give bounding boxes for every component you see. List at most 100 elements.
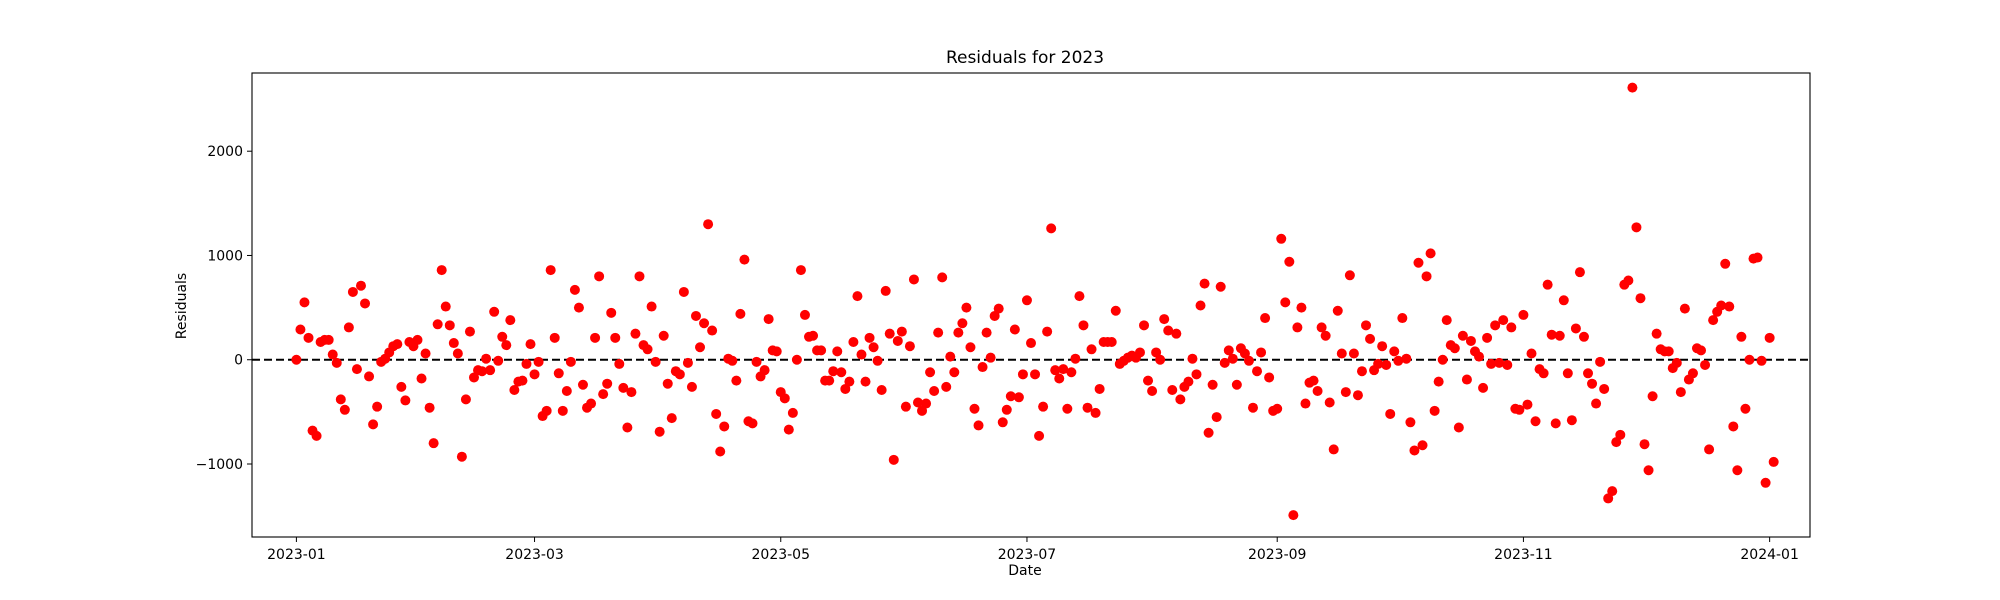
data-point [1421, 271, 1432, 282]
x-axis-ticks: 2023-01 2023-03 2023-05 2023-07 2023-09 2023-… [267, 537, 1799, 563]
data-point [1207, 379, 1218, 390]
data-point [525, 339, 536, 350]
data-point [456, 451, 467, 462]
x-tick-label: 2023-01 [267, 547, 326, 563]
data-point [1195, 300, 1206, 311]
data-point [1243, 355, 1254, 366]
data-point [501, 340, 512, 351]
data-point [1264, 372, 1275, 383]
plot-area-frame [251, 72, 1811, 538]
data-point [707, 325, 718, 336]
data-point [594, 271, 605, 282]
data-point [1215, 281, 1226, 292]
data-point [650, 356, 661, 367]
data-point [1361, 320, 1372, 331]
data-point [1223, 345, 1234, 356]
data-point [392, 339, 403, 350]
data-point [339, 404, 350, 415]
data-point [561, 386, 572, 397]
data-point [747, 418, 758, 429]
data-point [428, 438, 439, 449]
data-point [1070, 353, 1081, 364]
data-point [1175, 394, 1186, 405]
data-point [1417, 440, 1428, 451]
data-point [299, 297, 310, 308]
data-point [1530, 416, 1541, 427]
data-point [1578, 331, 1589, 342]
data-point [973, 420, 984, 431]
data-point [311, 430, 322, 441]
data-point [448, 338, 459, 349]
x-tick-label: 2023-09 [1248, 547, 1307, 563]
data-point [840, 383, 851, 394]
data-point [1171, 328, 1182, 339]
data-point [1058, 364, 1069, 375]
data-point [735, 308, 746, 319]
data-point [440, 301, 451, 312]
data-point [485, 365, 496, 376]
data-point [1437, 354, 1448, 365]
x-tick-label: 2024-01 [1740, 547, 1799, 563]
data-point [1397, 313, 1408, 324]
data-point [1562, 368, 1573, 379]
data-point [1635, 293, 1646, 304]
data-point [606, 307, 617, 318]
data-point [1409, 445, 1420, 456]
data-point [505, 315, 516, 326]
data-point [642, 344, 653, 355]
data-point [666, 413, 677, 424]
data-point [945, 351, 956, 362]
data-point [662, 378, 673, 389]
data-point [1708, 315, 1719, 326]
data-point [1288, 510, 1299, 521]
data-point [1167, 384, 1178, 395]
data-point [1377, 341, 1388, 352]
data-point [1001, 404, 1012, 415]
data-point [351, 364, 362, 375]
data-point [1203, 427, 1214, 438]
data-point [291, 354, 302, 365]
data-point [368, 419, 379, 430]
data-point [727, 355, 738, 366]
data-point [432, 319, 443, 330]
data-point [509, 384, 520, 395]
y-tick-label: 2000 [207, 144, 243, 160]
data-point [654, 426, 665, 437]
data-point [1768, 456, 1779, 467]
data-point [808, 330, 819, 341]
data-point [622, 422, 633, 433]
data-point [1260, 313, 1271, 324]
data-point [1486, 358, 1497, 369]
data-point [1429, 405, 1440, 416]
data-point [896, 326, 907, 337]
data-point [1611, 437, 1622, 448]
data-point [1143, 375, 1154, 386]
data-point [412, 334, 423, 345]
data-point [925, 367, 936, 378]
data-point [993, 303, 1004, 314]
data-point [1538, 368, 1549, 379]
y-axis-ticks: −1000 0 1000 2000 [196, 144, 252, 473]
data-point [1352, 390, 1363, 401]
data-point [1332, 305, 1343, 316]
data-point [460, 394, 471, 405]
data-point [977, 362, 988, 373]
data-point [1328, 444, 1339, 455]
data-point [1482, 332, 1493, 343]
data-point [1187, 353, 1198, 364]
data-point [1247, 402, 1258, 413]
data-point [828, 366, 839, 377]
data-point [1502, 359, 1513, 370]
data-point [1062, 403, 1073, 414]
data-point [1086, 344, 1097, 355]
data-point [674, 369, 685, 380]
data-point [953, 327, 964, 338]
data-point [1013, 392, 1024, 403]
data-point [364, 371, 375, 382]
data-point [791, 354, 802, 365]
data-point [331, 357, 342, 368]
data-point [1344, 270, 1355, 281]
data-point [868, 342, 879, 353]
data-point [892, 335, 903, 346]
data-point [1736, 331, 1747, 342]
